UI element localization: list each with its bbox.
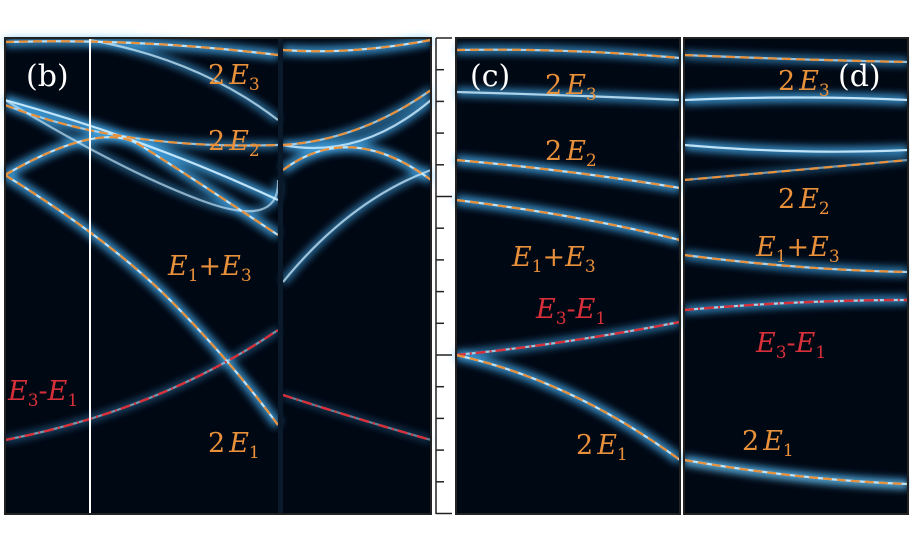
band-core	[282, 99, 431, 150]
panel-c-label-2E2: 2 E2	[545, 136, 597, 171]
fit-dashed-orange	[684, 458, 908, 486]
fit-dashed-orange	[282, 89, 431, 147]
band-core	[282, 168, 431, 283]
panel-b-label-2E3: 2 E3	[208, 60, 260, 95]
band-core	[684, 96, 908, 102]
band-glow	[282, 392, 431, 443]
band-core	[5, 98, 279, 201]
fit-dashed-orange	[282, 38, 431, 53]
panel-b-label-E3mE1: E3-E1	[7, 376, 78, 411]
band-core	[5, 174, 279, 426]
panel-d-label-2E2: 2 E2	[778, 184, 830, 219]
band-core	[89, 38, 279, 121]
fit-dashed-orange	[5, 103, 279, 147]
panel-b-frame	[4, 37, 432, 515]
panel-c-label: (c)	[470, 59, 510, 94]
y-axis-ticks	[435, 37, 452, 515]
panel-c-label-E3mE1: E3-E1	[535, 294, 606, 329]
panel-c-label-2E3: 2 E3	[545, 70, 597, 105]
panel-b-divider	[278, 38, 283, 514]
panel-d-background	[684, 38, 908, 514]
fit-dashdot-red	[684, 298, 908, 312]
fit-dashdot-red	[5, 329, 279, 442]
panel-c-frame	[455, 37, 681, 515]
panel-d-label-E3mE1: E3-E1	[755, 328, 826, 363]
panel-d-label-E1E3: E1+E3	[755, 232, 840, 267]
fit-dashed-orange	[5, 40, 279, 57]
fit-dashed-orange	[282, 146, 431, 181]
panel-c-label-E1E3: E1+E3	[511, 242, 596, 277]
band-core	[456, 90, 680, 102]
panel-b-label-E1E3: E1+E3	[167, 251, 252, 286]
band-glow	[684, 459, 908, 489]
fit-dashed-orange	[684, 53, 908, 64]
panel-d-label-2E1: 2 E1	[742, 426, 794, 461]
fit-dashed-orange	[456, 198, 680, 242]
band-core	[282, 393, 431, 442]
panel-d-frame	[683, 37, 909, 515]
fit-dashed-orange	[456, 48, 680, 60]
panel-b-label: (b)	[26, 59, 69, 94]
panel-d-label: (d)	[838, 59, 881, 94]
fit-dashed-orange	[456, 158, 680, 190]
band-core	[5, 99, 280, 213]
panel-b-label-2E1: 2 E1	[208, 428, 260, 463]
panel-c-label-2E1: 2 E1	[576, 430, 628, 465]
fit-curves-layer	[5, 38, 908, 486]
panel-d-label-2E3: 2 E3	[778, 66, 830, 101]
fit-dashdot-red	[456, 320, 680, 357]
band-core	[684, 143, 908, 153]
fit-dashed-orange	[456, 353, 680, 461]
fit-dashed-orange	[684, 253, 908, 274]
fit-dashed-orange	[684, 158, 908, 182]
fit-dashed-orange	[5, 136, 279, 236]
panel-b-label-2E2: 2 E2	[208, 126, 260, 161]
